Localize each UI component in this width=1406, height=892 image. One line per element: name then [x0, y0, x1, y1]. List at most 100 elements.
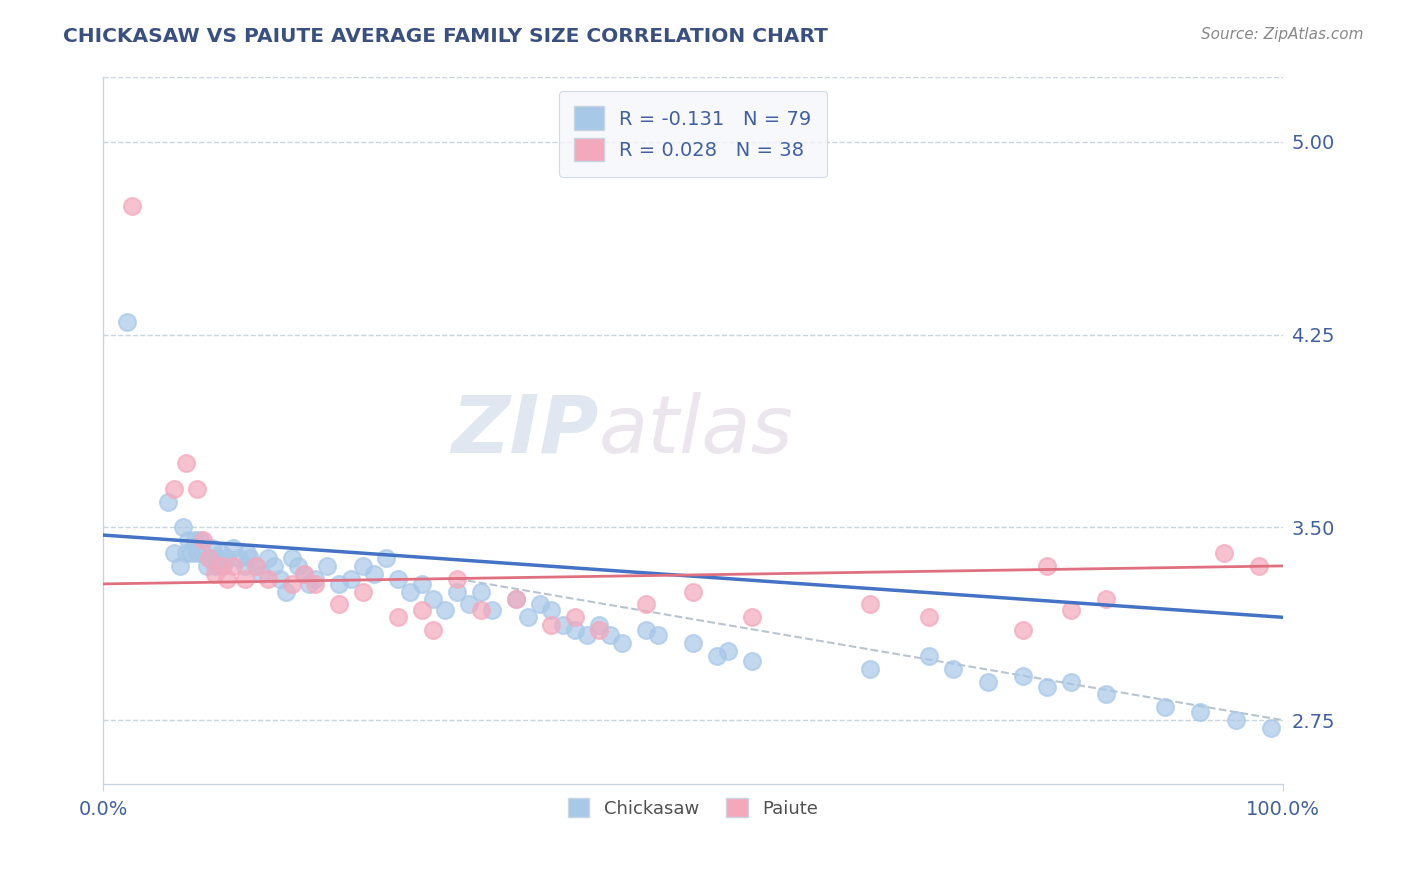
Point: [228, 551, 250, 566]
Point: [184, 533, 207, 548]
Point: [274, 584, 297, 599]
Point: [505, 592, 527, 607]
Point: [470, 602, 492, 616]
Point: [212, 558, 235, 573]
Point: [564, 610, 586, 624]
Point: [422, 623, 444, 637]
Point: [222, 541, 245, 555]
Point: [682, 636, 704, 650]
Point: [647, 628, 669, 642]
Point: [422, 592, 444, 607]
Point: [1249, 558, 1271, 573]
Point: [186, 482, 208, 496]
Point: [328, 598, 350, 612]
Point: [186, 546, 208, 560]
Point: [1260, 721, 1282, 735]
Point: [1213, 546, 1236, 560]
Point: [269, 572, 291, 586]
Point: [918, 648, 941, 663]
Point: [121, 199, 143, 213]
Point: [634, 598, 657, 612]
Point: [411, 577, 433, 591]
Point: [339, 572, 361, 586]
Text: ZIP: ZIP: [451, 392, 599, 470]
Point: [174, 456, 197, 470]
Point: [398, 584, 420, 599]
Point: [200, 541, 222, 555]
Point: [859, 598, 882, 612]
Point: [239, 551, 262, 566]
Point: [717, 644, 740, 658]
Point: [281, 551, 304, 566]
Text: Source: ZipAtlas.com: Source: ZipAtlas.com: [1201, 27, 1364, 42]
Point: [174, 546, 197, 560]
Point: [564, 623, 586, 637]
Point: [363, 566, 385, 581]
Point: [599, 628, 621, 642]
Point: [233, 572, 256, 586]
Point: [198, 551, 221, 566]
Point: [741, 610, 763, 624]
Point: [741, 654, 763, 668]
Point: [169, 558, 191, 573]
Point: [575, 628, 598, 642]
Text: CHICKASAW VS PAIUTE AVERAGE FAMILY SIZE CORRELATION CHART: CHICKASAW VS PAIUTE AVERAGE FAMILY SIZE …: [63, 27, 828, 45]
Point: [859, 662, 882, 676]
Point: [516, 610, 538, 624]
Point: [540, 602, 562, 616]
Point: [222, 558, 245, 573]
Point: [1012, 669, 1035, 683]
Point: [193, 533, 215, 548]
Point: [1189, 706, 1212, 720]
Point: [481, 602, 503, 616]
Point: [215, 572, 238, 586]
Point: [236, 546, 259, 560]
Legend: Chickasaw, Paiute: Chickasaw, Paiute: [561, 791, 825, 825]
Point: [215, 551, 238, 566]
Point: [193, 546, 215, 560]
Point: [682, 584, 704, 599]
Point: [156, 494, 179, 508]
Point: [1095, 592, 1118, 607]
Point: [252, 566, 274, 581]
Point: [177, 533, 200, 548]
Point: [1059, 602, 1081, 616]
Point: [204, 566, 226, 581]
Point: [292, 566, 315, 581]
Point: [977, 674, 1000, 689]
Point: [634, 623, 657, 637]
Point: [375, 551, 398, 566]
Point: [1036, 680, 1059, 694]
Point: [207, 551, 229, 566]
Point: [163, 546, 186, 560]
Point: [304, 577, 326, 591]
Point: [588, 618, 610, 632]
Point: [1095, 688, 1118, 702]
Text: atlas: atlas: [599, 392, 793, 470]
Point: [188, 533, 211, 548]
Point: [1059, 674, 1081, 689]
Point: [263, 558, 285, 573]
Point: [298, 577, 321, 591]
Point: [1012, 623, 1035, 637]
Point: [457, 598, 479, 612]
Point: [245, 558, 267, 573]
Point: [245, 558, 267, 573]
Point: [281, 577, 304, 591]
Point: [1154, 700, 1177, 714]
Point: [588, 623, 610, 637]
Point: [352, 558, 374, 573]
Point: [209, 546, 232, 560]
Point: [163, 482, 186, 496]
Point: [505, 592, 527, 607]
Point: [446, 584, 468, 599]
Point: [257, 551, 280, 566]
Point: [287, 558, 309, 573]
Point: [195, 558, 218, 573]
Point: [434, 602, 457, 616]
Point: [172, 520, 194, 534]
Point: [706, 648, 728, 663]
Point: [1036, 558, 1059, 573]
Point: [316, 558, 339, 573]
Point: [304, 572, 326, 586]
